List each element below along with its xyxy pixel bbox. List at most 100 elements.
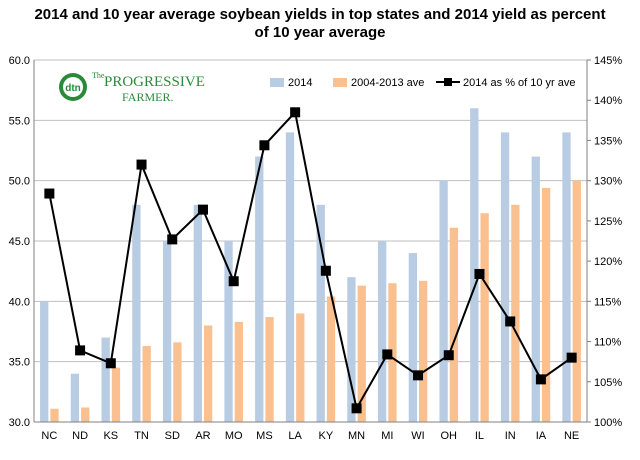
bar-2014 bbox=[378, 241, 387, 422]
percent-point bbox=[44, 188, 55, 199]
category-label: LA bbox=[288, 430, 302, 442]
percent-point bbox=[136, 159, 147, 170]
bar-2014 bbox=[193, 204, 202, 422]
percent-point bbox=[382, 349, 393, 360]
bar-2014 bbox=[347, 277, 356, 422]
bar-10yr-ave bbox=[357, 285, 366, 422]
bar-2014 bbox=[255, 156, 264, 423]
category-label: OH bbox=[441, 430, 458, 442]
category-label: ND bbox=[72, 430, 88, 442]
right-tick-label: 110% bbox=[594, 337, 622, 349]
percent-line bbox=[44, 107, 577, 414]
category-label: KY bbox=[319, 430, 334, 442]
left-tick-label: 35.0 bbox=[9, 357, 30, 369]
bar-2014 bbox=[470, 108, 479, 423]
left-tick-label: 45.0 bbox=[9, 236, 30, 248]
right-tick-label: 130% bbox=[594, 176, 622, 188]
bar-10yr-ave bbox=[296, 313, 305, 422]
percent-point bbox=[75, 345, 86, 356]
bar-2014 bbox=[40, 301, 49, 422]
category-label: IA bbox=[536, 430, 547, 442]
right-tick-label: 115% bbox=[594, 296, 622, 308]
bar-2014 bbox=[101, 337, 110, 422]
bar-2014 bbox=[70, 373, 80, 422]
category-label: MS bbox=[256, 430, 273, 442]
bar-10yr-ave bbox=[265, 317, 274, 422]
right-tick-label: 145% bbox=[594, 55, 622, 67]
progressive-farmer-logo: dtn The PROGRESSIVE FARMER. bbox=[59, 71, 205, 104]
right-tick-label: 140% bbox=[594, 95, 622, 107]
percent-line-path bbox=[48, 110, 573, 412]
category-label: NE bbox=[564, 430, 579, 442]
bar-2014 bbox=[439, 180, 448, 422]
bar-10yr-ave bbox=[541, 187, 551, 422]
bar-2014 bbox=[132, 204, 141, 422]
bar-2014 bbox=[531, 156, 540, 423]
right-tick-label: 135% bbox=[594, 135, 622, 147]
axes: 30.0 35.0 40.0 45.0 50.0 55.0 60.0 100% 105% 110%… bbox=[9, 55, 623, 442]
category-label: NC bbox=[41, 430, 57, 442]
legend-swatch-2014 bbox=[270, 78, 284, 87]
bar-10yr-ave bbox=[449, 227, 459, 422]
bar-10yr-ave bbox=[203, 325, 213, 422]
right-tick-label: 120% bbox=[594, 256, 622, 268]
bar-10yr-ave bbox=[111, 367, 121, 422]
percent-point bbox=[413, 370, 424, 381]
percent-point bbox=[443, 350, 454, 361]
category-label: IL bbox=[475, 430, 484, 442]
percent-point bbox=[535, 374, 546, 385]
left-tick-label: 40.0 bbox=[9, 296, 30, 308]
right-tick-label: 125% bbox=[594, 216, 622, 228]
bar-2014 bbox=[224, 241, 233, 422]
percent-point bbox=[228, 276, 239, 287]
category-label: MO bbox=[225, 430, 243, 442]
bar-2014 bbox=[500, 132, 510, 422]
chart-title: 2014 and 10 year average soybean yields … bbox=[0, 6, 640, 42]
left-tick-label: 60.0 bbox=[9, 55, 30, 67]
legend: 2014 2004-2013 ave 2014 as % of 10 yr ave bbox=[270, 77, 576, 89]
category-label: MI bbox=[381, 430, 393, 442]
bar-10yr-ave bbox=[572, 180, 581, 422]
percent-point bbox=[290, 107, 301, 118]
category-label: SD bbox=[165, 430, 180, 442]
logo-name-sub: FARMER. bbox=[122, 90, 173, 104]
legend-swatch-10yr-ave bbox=[333, 78, 347, 87]
bar-2014 bbox=[285, 132, 295, 422]
percent-point bbox=[167, 234, 178, 245]
legend-label-2014: 2014 bbox=[288, 77, 312, 89]
chart-title-line-2: of 10 year average bbox=[254, 24, 386, 41]
chart-title-line-1: 2014 and 10 year average soybean yields … bbox=[34, 6, 606, 23]
category-label: KS bbox=[103, 430, 118, 442]
bars bbox=[40, 108, 581, 423]
bar-10yr-ave bbox=[234, 321, 243, 422]
percent-point bbox=[259, 140, 270, 151]
percent-point bbox=[351, 403, 362, 414]
bar-2014 bbox=[562, 132, 571, 422]
bar-10yr-ave bbox=[142, 345, 151, 422]
bar-10yr-ave bbox=[173, 342, 182, 422]
category-label: AR bbox=[195, 430, 210, 442]
bar-10yr-ave bbox=[50, 408, 59, 422]
percent-point bbox=[105, 358, 116, 369]
legend-label-10yr-ave: 2004-2013 ave bbox=[351, 77, 424, 89]
bar-2014 bbox=[162, 241, 172, 422]
bar-2014 bbox=[408, 253, 418, 422]
right-tick-label: 105% bbox=[594, 377, 622, 389]
dtn-logo-inner-icon bbox=[63, 77, 83, 97]
category-label: IN bbox=[505, 430, 516, 442]
category-label: WI bbox=[411, 430, 424, 442]
bar-10yr-ave bbox=[419, 280, 428, 422]
right-tick-label: 100% bbox=[594, 417, 622, 429]
left-tick-label: 50.0 bbox=[9, 176, 30, 188]
percent-point bbox=[505, 316, 516, 327]
logo-the: The bbox=[92, 71, 105, 80]
logo-name-main: PROGRESSIVE bbox=[104, 74, 205, 90]
dtn-logo-mark: dtn bbox=[65, 83, 81, 94]
bar-10yr-ave bbox=[388, 283, 397, 422]
legend-marker-percent bbox=[444, 78, 452, 86]
left-tick-label: 55.0 bbox=[9, 115, 30, 127]
category-label: TN bbox=[134, 430, 149, 442]
percent-point bbox=[566, 352, 577, 363]
